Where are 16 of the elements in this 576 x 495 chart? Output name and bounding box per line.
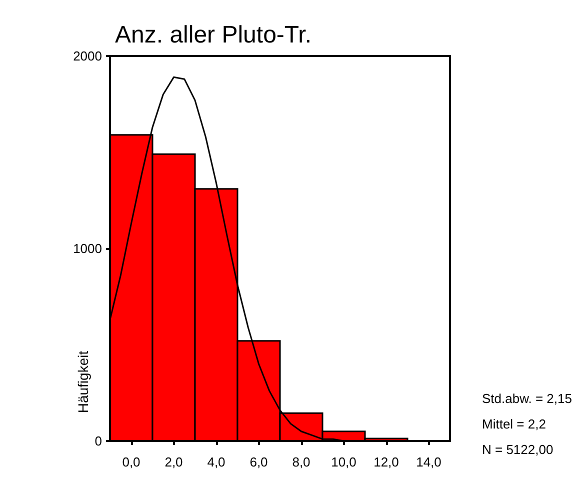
x-tick-label: 4,0 (207, 454, 226, 470)
x-tick-label: 6,0 (250, 454, 268, 470)
y-tick-label: 0 (94, 434, 102, 448)
x-tick-label: 0,0 (122, 454, 140, 470)
text: N = 5122,00 (482, 442, 554, 457)
y-axis-title: Häufigkeit (75, 350, 91, 414)
y-tick-label: 1000 (73, 241, 102, 256)
x-tick-label: 14,0 (416, 454, 442, 470)
text: Std.abw. = 2,15 (482, 391, 572, 406)
x-tick-label: 8,0 (292, 454, 310, 470)
x-tick-label: 2,0 (164, 454, 183, 470)
chart-title: Anz. aller Pluto-Tr. (115, 22, 312, 48)
y-tick-label: 2000 (73, 48, 102, 64)
x-tick-label: 10,0 (331, 454, 356, 470)
x-tick-label: 12,0 (374, 454, 399, 470)
text: Mittel = 2,2 (482, 416, 546, 432)
